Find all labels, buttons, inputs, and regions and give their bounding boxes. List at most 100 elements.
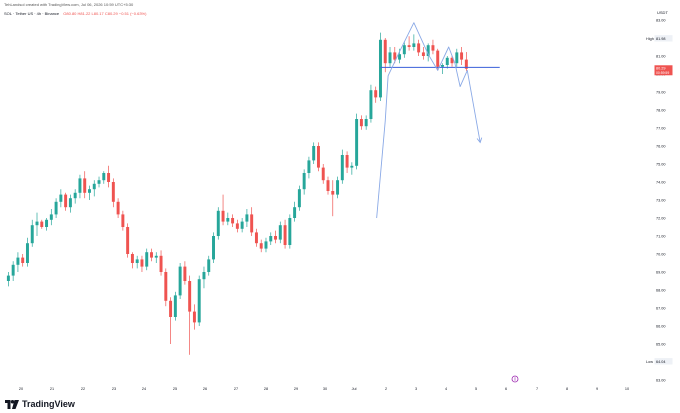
y-tick-label: 79.00 (656, 91, 666, 95)
x-tick-label: 2 (385, 387, 387, 391)
y-tick-label: 81.00 (656, 55, 666, 59)
candle-body (259, 243, 263, 249)
candle-body (83, 178, 87, 193)
candle-body (460, 52, 464, 60)
candle-body (21, 257, 25, 263)
tradingview-logo[interactable]: TradingView (5, 398, 75, 410)
pattern-annotations (376, 22, 500, 219)
y-tick-label: 73.00 (656, 199, 666, 203)
candle-body (164, 272, 168, 301)
candle-body (331, 191, 335, 195)
candle-body (173, 295, 177, 317)
candle-body (283, 225, 287, 245)
y-tick-label: 66.00 (656, 325, 666, 329)
price-axis: 83.0082.0081.0080.0079.0078.0077.0076.00… (645, 19, 673, 383)
x-tick-label: 23 (112, 387, 116, 391)
candle-body (369, 90, 373, 119)
candle-body (130, 254, 134, 263)
candle-body (355, 119, 359, 166)
x-tick-label: 4 (445, 387, 447, 391)
candle-body (140, 259, 144, 267)
candle-body (25, 243, 29, 263)
high-marker-value: 81.98 (656, 37, 666, 41)
candle-body (450, 57, 454, 64)
candle-body (350, 165, 354, 168)
y-tick-label: 69.00 (656, 271, 666, 275)
x-tick-label: 7 (536, 387, 538, 391)
y-tick-label: 83.00 (656, 19, 666, 23)
candle-body (202, 272, 206, 280)
candle-body (121, 214, 125, 227)
candle-body (431, 45, 435, 51)
x-tick-label: 3 (415, 387, 417, 391)
last-price-countdown: 00:59:59 (656, 71, 669, 75)
candle-body (159, 255, 163, 272)
y-tick-label: 68.00 (656, 289, 666, 293)
footer-bar: TradingView (0, 395, 680, 413)
low-marker-value: 64.04 (656, 360, 666, 364)
candle-body (455, 52, 459, 64)
x-tick-label: 27 (234, 387, 238, 391)
candle-body (321, 167, 325, 181)
candle-body (111, 182, 115, 202)
currency-label: USDT (657, 10, 668, 15)
candle-body (383, 39, 387, 64)
candle-body (412, 43, 416, 47)
candles-layer (6, 32, 468, 355)
high-marker-bg (645, 35, 653, 42)
candle-body (169, 300, 173, 317)
candle-body (16, 257, 20, 265)
ohlc-values: O80.80 H81.22 L80.17 C80.29 −0.51 (−0.63… (63, 11, 147, 16)
candle-body (345, 155, 349, 168)
candle-body (302, 173, 306, 190)
y-tick-label: 76.00 (656, 145, 666, 149)
candle-body (264, 241, 268, 249)
candle-body (393, 52, 397, 60)
candle-body (92, 183, 96, 190)
candle-body (35, 221, 39, 226)
low-marker: Low 64.04 (645, 358, 673, 365)
candle-body (293, 207, 297, 218)
candle-body (340, 155, 344, 181)
candle-body (226, 218, 230, 222)
candle-body (364, 119, 368, 127)
price-chart[interactable]: 83.0082.0081.0080.0079.0078.0077.0076.00… (0, 0, 680, 395)
x-tick-label: 21 (50, 387, 54, 391)
event-marker-layer (511, 375, 519, 383)
x-tick-label: 8 (566, 387, 568, 391)
candle-body (192, 311, 196, 323)
y-tick-label: 70.00 (656, 253, 666, 257)
symbol-legend[interactable]: SOL · Tether US · 4h · Binance O80.80 H8… (4, 11, 146, 16)
candle-body (145, 252, 149, 267)
candle-body (116, 201, 120, 215)
candle-body (278, 225, 282, 240)
last-price-value: 80.29 (656, 67, 666, 71)
y-tick-label: 63.00 (656, 379, 666, 383)
candle-body (64, 194, 68, 208)
x-tick-label: 5 (475, 387, 477, 391)
high-marker: High 81.98 (645, 35, 673, 42)
tradingview-logo-icon (5, 399, 19, 409)
event-marker-icon (511, 375, 519, 383)
x-tick-label: 6 (505, 387, 507, 391)
candle-body (312, 146, 316, 161)
x-tick-label: 20 (19, 387, 23, 391)
candle-body (188, 281, 192, 312)
y-tick-label: 71.00 (656, 235, 666, 239)
candle-body (11, 264, 15, 276)
candle-body (426, 45, 430, 56)
candle-body (78, 178, 82, 193)
candle-body (441, 65, 444, 67)
candle-body (316, 146, 320, 168)
candle-body (59, 194, 63, 202)
low-marker-bg (645, 358, 653, 365)
candle-body (88, 189, 91, 193)
candle-body (178, 266, 182, 296)
candle-body (388, 52, 392, 64)
high-marker-box (654, 35, 673, 42)
candle-body (40, 221, 44, 227)
candle-body (240, 221, 244, 229)
candle-body (102, 173, 106, 181)
candle-body (445, 57, 449, 65)
